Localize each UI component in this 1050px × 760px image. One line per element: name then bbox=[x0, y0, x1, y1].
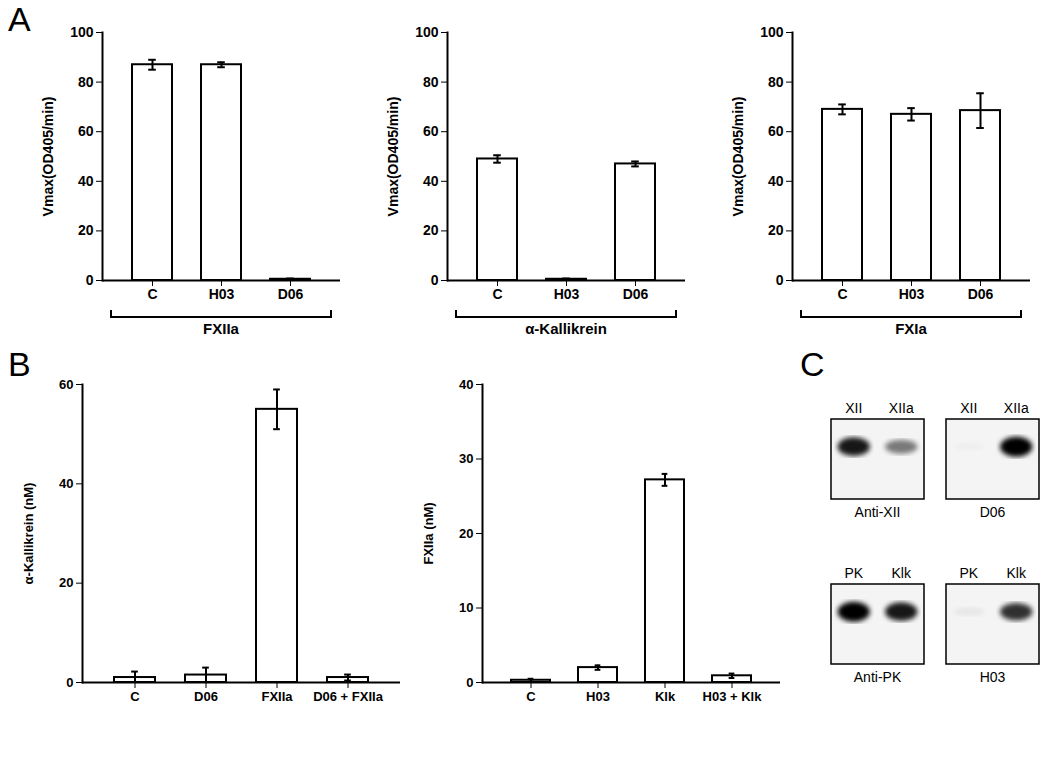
svg-text:20: 20 bbox=[459, 526, 473, 541]
html-text:α-Kallikrein: α-Kallikrein bbox=[525, 320, 607, 337]
svg-text:D06: D06 bbox=[194, 689, 218, 704]
svg-text:20: 20 bbox=[768, 222, 784, 238]
svg-text:0: 0 bbox=[776, 272, 784, 288]
html-text:D06: D06 bbox=[979, 504, 1006, 520]
svg-text:FXIIa: FXIIa bbox=[261, 689, 293, 704]
html-text:Anti-PK: Anti-PK bbox=[853, 669, 902, 685]
svg-text:60: 60 bbox=[78, 123, 94, 139]
svg-text:FXIIa (nM): FXIIa (nM) bbox=[421, 502, 436, 564]
svg-text:D06: D06 bbox=[623, 286, 649, 302]
svg-text:C: C bbox=[837, 286, 847, 302]
svg-text:40: 40 bbox=[78, 173, 94, 189]
svg-text:80: 80 bbox=[78, 74, 94, 90]
svg-text:Vmax(OD405/min): Vmax(OD405/min) bbox=[730, 97, 746, 217]
svg-text:0: 0 bbox=[66, 675, 73, 690]
svg-text:20: 20 bbox=[59, 575, 73, 590]
html-text:FXIIa: FXIIa bbox=[203, 320, 239, 337]
svg-text:H03: H03 bbox=[554, 286, 580, 302]
svg-text:100: 100 bbox=[760, 24, 784, 40]
svg-text:D06: D06 bbox=[968, 286, 994, 302]
svg-text:0: 0 bbox=[466, 675, 473, 690]
svg-text:H03: H03 bbox=[899, 286, 925, 302]
svg-text:30: 30 bbox=[459, 451, 473, 466]
html-text:Klk: Klk bbox=[891, 565, 911, 581]
svg-text:Klk: Klk bbox=[655, 689, 676, 704]
svg-text:60: 60 bbox=[423, 123, 439, 139]
html-text:C: C bbox=[800, 345, 825, 383]
svg-text:C: C bbox=[526, 689, 536, 704]
svg-text:40: 40 bbox=[423, 173, 439, 189]
html-text:XII: XII bbox=[845, 400, 863, 416]
html-text:B: B bbox=[8, 345, 31, 383]
svg-text:α-Kallikrein (nM): α-Kallikrein (nM) bbox=[21, 483, 36, 585]
html-text:XIIa: XIIa bbox=[1003, 400, 1029, 416]
svg-text:Vmax(OD405/min): Vmax(OD405/min) bbox=[385, 97, 401, 217]
svg-text:100: 100 bbox=[70, 24, 94, 40]
svg-text:40: 40 bbox=[768, 173, 784, 189]
svg-text:20: 20 bbox=[423, 222, 439, 238]
html-text:H03: H03 bbox=[979, 669, 1006, 685]
svg-text:60: 60 bbox=[59, 377, 73, 392]
svg-text:H03: H03 bbox=[586, 689, 610, 704]
html-text:PK: PK bbox=[844, 565, 864, 581]
svg-text:C: C bbox=[130, 689, 140, 704]
html-text:Anti-XII: Anti-XII bbox=[854, 504, 901, 520]
svg-text:0: 0 bbox=[86, 272, 94, 288]
svg-text:80: 80 bbox=[768, 74, 784, 90]
svg-text:60: 60 bbox=[768, 123, 784, 139]
svg-text:20: 20 bbox=[78, 222, 94, 238]
html-text:XII: XII bbox=[960, 400, 978, 416]
html-text:A: A bbox=[8, 0, 31, 38]
svg-text:D06: D06 bbox=[278, 286, 304, 302]
svg-text:10: 10 bbox=[459, 600, 473, 615]
svg-text:H03 + Klk: H03 + Klk bbox=[703, 689, 763, 704]
svg-text:0: 0 bbox=[431, 272, 439, 288]
html-text:Klk: Klk bbox=[1006, 565, 1026, 581]
html-text:XIIa: XIIa bbox=[888, 400, 914, 416]
html-text:PK: PK bbox=[959, 565, 979, 581]
svg-text:80: 80 bbox=[423, 74, 439, 90]
svg-text:C: C bbox=[492, 286, 502, 302]
svg-text:Vmax(OD405/min): Vmax(OD405/min) bbox=[40, 97, 56, 217]
html-text:FXIa: FXIa bbox=[895, 320, 927, 337]
svg-text:H03: H03 bbox=[209, 286, 235, 302]
svg-text:D06 + FXIIa: D06 + FXIIa bbox=[313, 689, 383, 704]
svg-text:40: 40 bbox=[459, 377, 473, 392]
svg-text:40: 40 bbox=[59, 476, 73, 491]
svg-text:100: 100 bbox=[415, 24, 439, 40]
svg-text:C: C bbox=[147, 286, 157, 302]
